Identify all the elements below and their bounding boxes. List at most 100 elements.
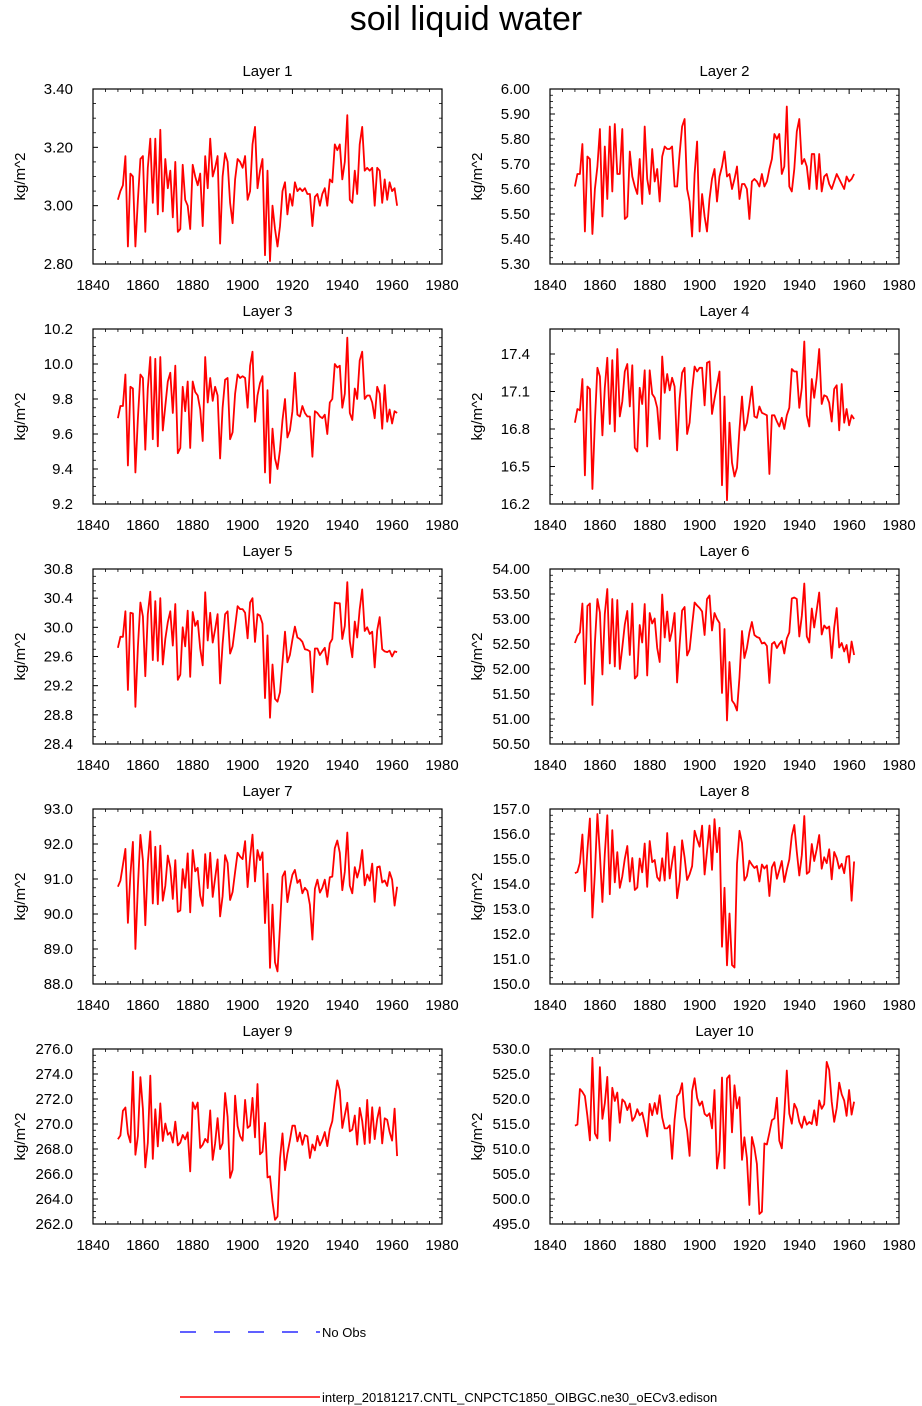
chart-panel: Layer 1 kg/m^2 1840 1860 1880 1900 1920 1940 196… bbox=[12, 63, 459, 294]
y-axis-label: kg/m^2 bbox=[12, 633, 29, 681]
x-tick-label: 1960 bbox=[375, 997, 408, 1014]
chart-panel: Layer 8 kg/m^2 1840 1860 1880 1900 1920 1940 196… bbox=[469, 783, 916, 1014]
x-tick-label: 1980 bbox=[425, 277, 458, 294]
y-tick-label: 88.0 bbox=[44, 976, 73, 993]
y-tick-label: 264.0 bbox=[35, 1191, 73, 1208]
x-tick-label: 1840 bbox=[76, 517, 109, 534]
x-tick-label: 1960 bbox=[375, 517, 408, 534]
panel-grid: Layer 1 kg/m^2 1840 1860 1880 1900 1920 1940 196… bbox=[12, 63, 916, 1254]
y-axis-label: kg/m^2 bbox=[469, 873, 486, 921]
panel-title: Layer 10 bbox=[695, 1023, 753, 1040]
x-tick-label: 1960 bbox=[832, 277, 865, 294]
y-tick-label: 52.50 bbox=[492, 636, 530, 653]
y-tick-label: 520.0 bbox=[492, 1091, 530, 1108]
panel-title: Layer 3 bbox=[242, 303, 292, 320]
x-tick-label: 1940 bbox=[783, 517, 816, 534]
series-line bbox=[574, 813, 855, 969]
y-tick-label: 10.2 bbox=[44, 321, 73, 338]
y-tick-label: 157.0 bbox=[492, 801, 530, 818]
x-tick-label: 1900 bbox=[683, 1237, 716, 1254]
x-tick-label: 1840 bbox=[533, 277, 566, 294]
y-tick-label: 5.90 bbox=[501, 106, 530, 123]
x-tick-label: 1840 bbox=[533, 997, 566, 1014]
y-tick-label: 495.0 bbox=[492, 1216, 530, 1233]
series-line bbox=[117, 1070, 398, 1221]
chart-panel: Layer 4 kg/m^2 1840 1860 1880 1900 1920 1940 196… bbox=[469, 303, 916, 534]
y-tick-label: 5.30 bbox=[501, 256, 530, 273]
y-tick-label: 28.4 bbox=[44, 736, 73, 753]
y-tick-label: 16.5 bbox=[501, 459, 530, 476]
x-tick-label: 1840 bbox=[76, 757, 109, 774]
chart-panel: Layer 7 kg/m^2 1840 1860 1880 1900 1920 1940 196… bbox=[12, 783, 459, 1014]
x-tick-label: 1920 bbox=[276, 277, 309, 294]
x-tick-label: 1980 bbox=[425, 1237, 458, 1254]
x-tick-label: 1860 bbox=[583, 997, 616, 1014]
x-tick-label: 1900 bbox=[226, 1237, 259, 1254]
y-tick-label: 2.80 bbox=[44, 256, 73, 273]
panel-title: Layer 8 bbox=[699, 783, 749, 800]
y-tick-label: 156.0 bbox=[492, 826, 530, 843]
x-tick-label: 1860 bbox=[583, 277, 616, 294]
x-tick-label: 1920 bbox=[276, 757, 309, 774]
chart-panel: Layer 2 kg/m^2 1840 1860 1880 1900 1920 1940 196… bbox=[469, 63, 916, 294]
x-tick-label: 1960 bbox=[375, 757, 408, 774]
x-tick-label: 1840 bbox=[76, 997, 109, 1014]
x-tick-label: 1900 bbox=[683, 517, 716, 534]
y-tick-label: 16.8 bbox=[501, 421, 530, 438]
y-tick-label: 28.8 bbox=[44, 707, 73, 724]
x-tick-label: 1980 bbox=[425, 517, 458, 534]
plot-frame bbox=[549, 808, 900, 985]
x-tick-label: 1860 bbox=[126, 277, 159, 294]
x-tick-label: 1980 bbox=[882, 277, 915, 294]
y-tick-label: 92.0 bbox=[44, 836, 73, 853]
y-tick-label: 525.0 bbox=[492, 1066, 530, 1083]
x-tick-label: 1900 bbox=[226, 517, 259, 534]
y-tick-label: 9.2 bbox=[52, 496, 73, 513]
x-tick-label: 1900 bbox=[226, 997, 259, 1014]
series-line bbox=[117, 581, 398, 719]
y-axis-label: kg/m^2 bbox=[469, 153, 486, 201]
y-axis-label: kg/m^2 bbox=[12, 393, 29, 441]
plot-frame bbox=[549, 1048, 900, 1225]
x-tick-label: 1940 bbox=[783, 277, 816, 294]
plot-frame bbox=[92, 328, 443, 505]
y-tick-label: 93.0 bbox=[44, 801, 73, 818]
y-tick-label: 6.00 bbox=[501, 81, 530, 98]
x-tick-label: 1880 bbox=[633, 277, 666, 294]
x-tick-label: 1940 bbox=[783, 757, 816, 774]
y-tick-label: 153.0 bbox=[492, 901, 530, 918]
y-tick-label: 50.50 bbox=[492, 736, 530, 753]
x-tick-label: 1940 bbox=[326, 757, 359, 774]
x-tick-label: 1900 bbox=[683, 277, 716, 294]
x-tick-label: 1960 bbox=[375, 277, 408, 294]
y-tick-label: 262.0 bbox=[35, 1216, 73, 1233]
x-tick-label: 1860 bbox=[583, 1237, 616, 1254]
x-tick-label: 1860 bbox=[126, 757, 159, 774]
x-tick-label: 1980 bbox=[882, 517, 915, 534]
y-axis-label: kg/m^2 bbox=[12, 873, 29, 921]
panel-title: Layer 9 bbox=[242, 1023, 292, 1040]
plot-frame bbox=[92, 808, 443, 985]
x-tick-label: 1960 bbox=[832, 997, 865, 1014]
y-tick-label: 51.50 bbox=[492, 686, 530, 703]
x-tick-label: 1840 bbox=[533, 1237, 566, 1254]
x-tick-label: 1880 bbox=[176, 757, 209, 774]
x-tick-label: 1880 bbox=[176, 997, 209, 1014]
x-tick-label: 1940 bbox=[326, 517, 359, 534]
x-tick-label: 1880 bbox=[633, 517, 666, 534]
y-tick-label: 270.0 bbox=[35, 1116, 73, 1133]
x-tick-label: 1920 bbox=[733, 277, 766, 294]
y-tick-label: 154.0 bbox=[492, 876, 530, 893]
series-line bbox=[574, 582, 855, 722]
y-tick-label: 90.0 bbox=[44, 906, 73, 923]
y-tick-label: 91.0 bbox=[44, 871, 73, 888]
x-tick-label: 1920 bbox=[733, 1237, 766, 1254]
series-line bbox=[117, 830, 398, 973]
y-tick-label: 30.8 bbox=[44, 561, 73, 578]
x-tick-label: 1980 bbox=[882, 997, 915, 1014]
y-tick-label: 29.2 bbox=[44, 678, 73, 695]
x-tick-label: 1900 bbox=[683, 997, 716, 1014]
x-tick-label: 1940 bbox=[783, 1237, 816, 1254]
x-tick-label: 1880 bbox=[176, 517, 209, 534]
